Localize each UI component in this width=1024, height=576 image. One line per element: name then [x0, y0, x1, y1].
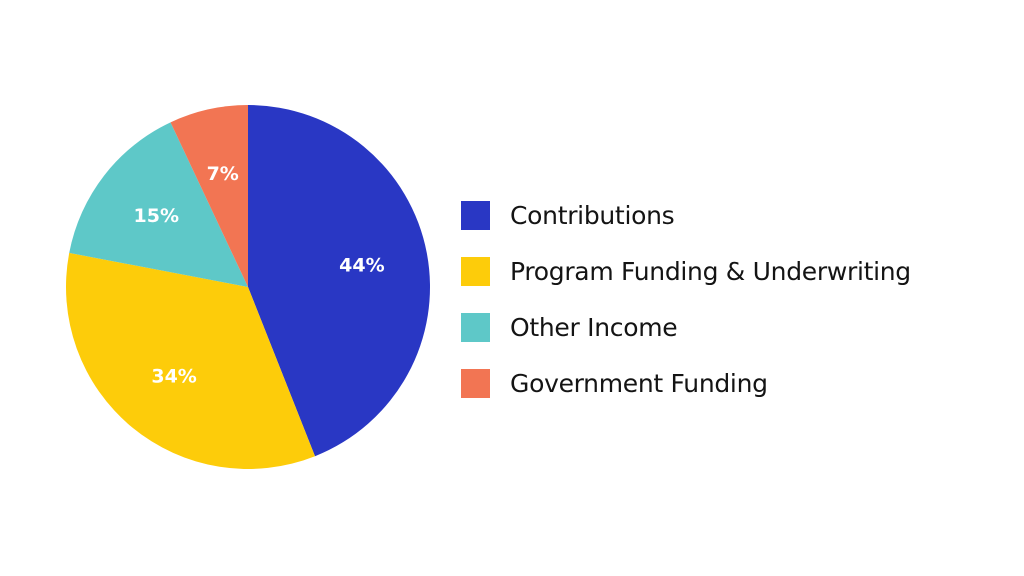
legend-label-contributions: Contributions [510, 201, 675, 230]
legend-label-government-funding: Government Funding [510, 369, 768, 398]
legend-label-other-income: Other Income [510, 313, 678, 342]
legend-swatch-government-funding [461, 369, 490, 398]
legend-swatch-other-income [461, 313, 490, 342]
chart-legend: Contributions Program Funding & Underwri… [461, 199, 911, 423]
pie-slice-government-funding [170, 105, 248, 287]
slice-label-contributions: 44% [339, 254, 384, 276]
legend-item-contributions: Contributions [461, 199, 911, 232]
legend-item-government-funding: Government Funding [461, 367, 911, 400]
pie-slice-contributions [248, 105, 431, 457]
legend-label-program-funding: Program Funding & Underwriting [510, 257, 911, 286]
legend-item-other-income: Other Income [461, 311, 911, 344]
pie-slice-other-income [69, 122, 248, 287]
slice-label-program-funding-and-underwriting: 34% [151, 365, 196, 387]
pie-slice-program-funding-and-underwriting [65, 252, 316, 470]
slice-label-government-funding: 7% [207, 163, 239, 185]
legend-swatch-contributions [461, 201, 490, 230]
slice-label-other-income: 15% [134, 205, 179, 227]
legend-swatch-program-funding [461, 257, 490, 286]
legend-item-program-funding: Program Funding & Underwriting [461, 255, 911, 288]
